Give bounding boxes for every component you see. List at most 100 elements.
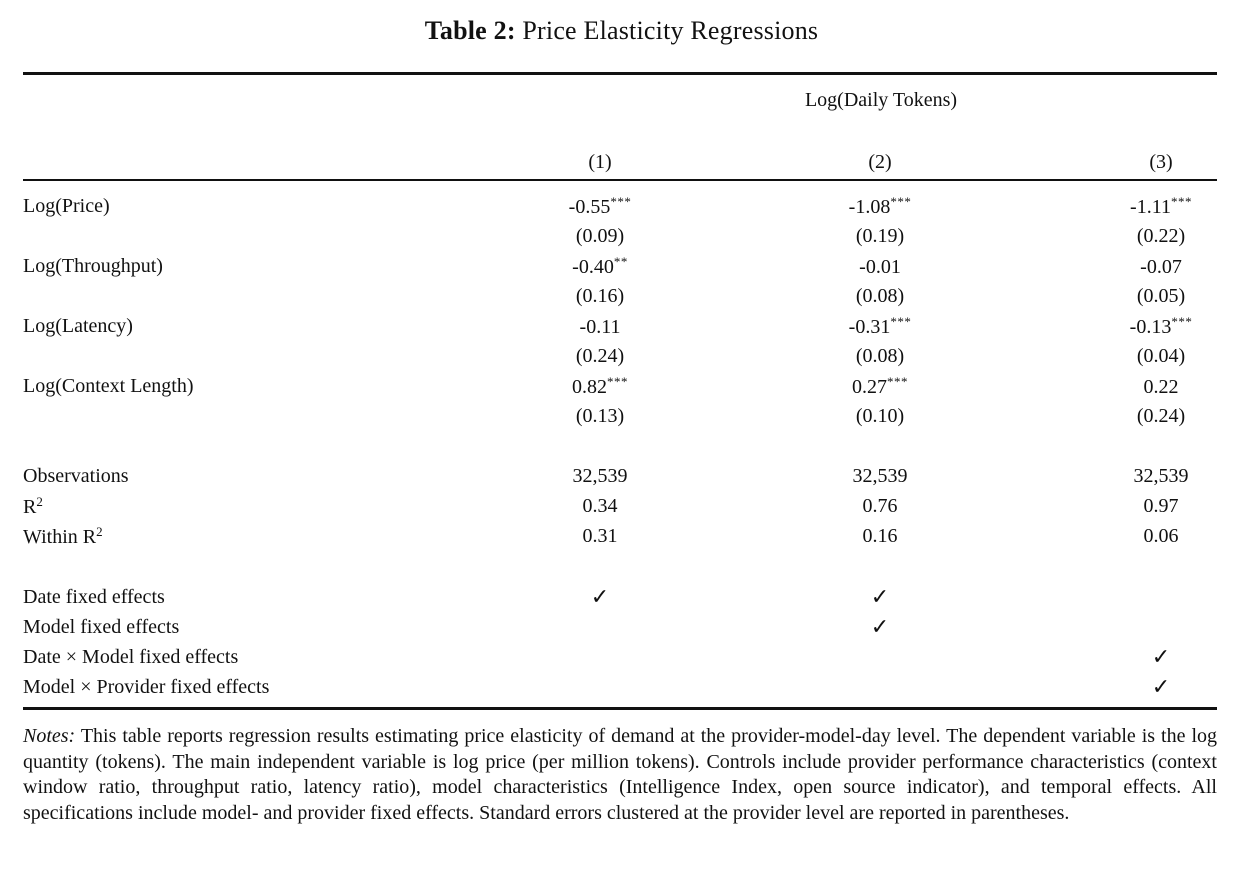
- stat-label: R2: [23, 494, 460, 519]
- dependent-variable-row: Log(Daily Tokens): [23, 75, 1217, 125]
- table-notes: Notes: This table reports regression res…: [23, 724, 1217, 826]
- column-header-2: (2): [868, 150, 892, 173]
- significance-stars: **: [613, 253, 628, 269]
- notes-text: This table reports regression results es…: [23, 725, 1217, 824]
- table-row: Date fixed effects ✓ ✓: [23, 582, 1217, 612]
- stat-value: 32,539: [852, 464, 908, 487]
- stat-value: 0.76: [862, 494, 898, 517]
- std-error-cell: (0.24): [575, 344, 625, 367]
- stat-label: Observations: [23, 464, 129, 487]
- estimate-value: -0.55: [568, 195, 611, 218]
- estimate-cell: -0.31***: [740, 314, 1020, 339]
- stat-value: 0.97: [1143, 494, 1179, 517]
- estimate-cell: 0.22: [1020, 374, 1217, 399]
- std-error-cell: (0.19): [855, 224, 905, 247]
- std-error-cell: (0.22): [1136, 224, 1186, 247]
- variable-label: Log(Context Length): [23, 374, 194, 397]
- table-row: Date × Model fixed effects ✓: [23, 642, 1217, 672]
- variable-label: Log(Latency): [23, 314, 133, 337]
- notes-label: Notes:: [23, 725, 76, 747]
- checkmark-icon: ✓: [870, 614, 890, 639]
- estimate-value: -0.31: [848, 315, 891, 338]
- checkmark-icon: ✓: [1151, 644, 1171, 669]
- section-spacer: [23, 431, 1217, 461]
- bottom-rule: [23, 707, 1217, 710]
- table-row: Observations 32,539 32,539 32,539: [23, 461, 1217, 491]
- significance-stars: ***: [607, 373, 628, 389]
- coefficients-section: Log(Price) -0.55*** -1.08*** -1.11*** (0…: [23, 181, 1217, 431]
- table-row: Log(Context Length) 0.82*** 0.27*** 0.22: [23, 371, 1217, 401]
- stat-value: 32,539: [1133, 464, 1189, 487]
- stat-value: 0.16: [862, 524, 898, 547]
- table-row: Within R2 0.31 0.16 0.06: [23, 521, 1217, 551]
- estimate-cell: -0.01: [740, 254, 1020, 279]
- variable-label: Log(Price): [23, 194, 110, 217]
- stat-label-text: R: [23, 495, 37, 518]
- estimate-cell: -0.07: [1020, 254, 1217, 279]
- estimate-cell: 0.27***: [740, 374, 1020, 399]
- table-row: (0.13) (0.10) (0.24): [23, 401, 1217, 431]
- checkmark-icon: ✓: [590, 584, 610, 609]
- variable-label: Log(Throughput): [23, 254, 163, 277]
- table-row: Model × Provider fixed effects ✓: [23, 672, 1217, 702]
- table-row: (0.24) (0.08) (0.04): [23, 341, 1217, 371]
- std-error-cell: (0.10): [855, 404, 905, 427]
- estimate-value: 0.22: [1143, 375, 1179, 398]
- stat-value: 32,539: [572, 464, 628, 487]
- estimate-value: -0.11: [579, 315, 621, 338]
- fixed-effect-label: Model fixed effects: [23, 615, 180, 638]
- estimate-cell: -0.13***: [1020, 314, 1217, 339]
- estimate-value: 0.27: [852, 375, 887, 398]
- table-row: (0.09) (0.19) (0.22): [23, 221, 1217, 251]
- fixed-effect-label: Model × Provider fixed effects: [23, 675, 270, 698]
- table-row: Log(Latency) -0.11 -0.31*** -0.13***: [23, 311, 1217, 341]
- estimate-value: -0.01: [859, 255, 901, 278]
- checkmark-icon: ✓: [1151, 674, 1171, 699]
- superscript: 2: [36, 493, 43, 509]
- stat-label-text: Within R: [23, 525, 97, 548]
- estimate-cell: -0.11: [460, 314, 740, 339]
- stat-label: Within R2: [23, 524, 460, 549]
- table-row: Log(Throughput) -0.40** -0.01 -0.07: [23, 251, 1217, 281]
- stat-value: 0.06: [1143, 524, 1179, 547]
- estimate-value: -0.40: [572, 255, 614, 278]
- estimate-cell: -0.55***: [460, 194, 740, 219]
- std-error-cell: (0.13): [575, 404, 625, 427]
- std-error-cell: (0.24): [1136, 404, 1186, 427]
- dependent-variable-label: Log(Daily Tokens): [804, 89, 958, 111]
- estimate-cell: -1.11***: [1020, 194, 1217, 219]
- regression-table: Log(Daily Tokens) (1) (2) (3) Log(Price)…: [23, 72, 1217, 710]
- significance-stars: ***: [610, 193, 632, 209]
- std-error-cell: (0.08): [855, 284, 905, 307]
- estimate-cell: -1.08***: [740, 194, 1020, 219]
- column-header-1: (1): [588, 150, 612, 173]
- top-rule: [23, 72, 1217, 75]
- significance-stars: ***: [887, 373, 908, 389]
- table-title-text: Price Elasticity Regressions: [522, 16, 819, 45]
- column-numbers-row: (1) (2) (3): [23, 145, 1217, 179]
- std-error-cell: (0.05): [1136, 284, 1186, 307]
- std-error-cell: (0.04): [1136, 344, 1186, 367]
- significance-stars: ***: [1170, 193, 1192, 209]
- std-error-cell: (0.09): [575, 224, 625, 247]
- estimate-value: -1.08: [848, 195, 891, 218]
- header-rule: [23, 179, 1217, 181]
- std-error-cell: (0.16): [575, 284, 625, 307]
- significance-stars: ***: [890, 313, 912, 329]
- significance-stars: ***: [1171, 313, 1193, 329]
- estimate-value: 0.82: [572, 375, 607, 398]
- estimate-value: -1.11: [1130, 195, 1171, 218]
- column-header-3: (3): [1149, 150, 1173, 173]
- fixed-effect-label: Date fixed effects: [23, 585, 165, 608]
- table-row: Model fixed effects ✓: [23, 612, 1217, 642]
- table-row: Log(Price) -0.55*** -1.08*** -1.11***: [23, 191, 1217, 221]
- header-spacer: [23, 125, 1217, 145]
- estimate-value: -0.07: [1140, 255, 1182, 278]
- estimate-cell: 0.82***: [460, 374, 740, 399]
- estimate-value: -0.13: [1129, 315, 1172, 338]
- superscript: 2: [96, 523, 103, 539]
- table-number: Table 2:: [424, 16, 516, 45]
- stat-value: 0.34: [582, 494, 618, 517]
- table-title: Table 2: Price Elasticity Regressions: [0, 0, 1243, 72]
